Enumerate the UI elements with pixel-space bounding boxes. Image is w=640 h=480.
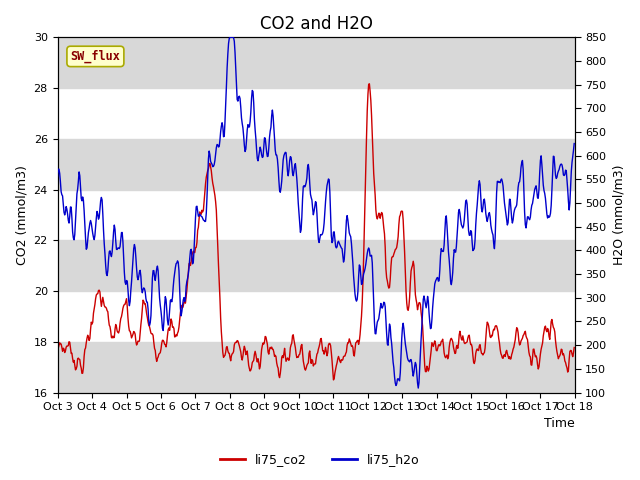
Title: CO2 and H2O: CO2 and H2O — [260, 15, 372, 33]
Bar — [58, 240, 575, 291]
Bar — [58, 37, 575, 88]
Bar — [58, 342, 575, 393]
X-axis label: Time: Time — [544, 418, 575, 431]
Legend: li75_co2, li75_h2o: li75_co2, li75_h2o — [215, 448, 425, 471]
Text: SW_flux: SW_flux — [70, 50, 120, 63]
Y-axis label: CO2 (mmol/m3): CO2 (mmol/m3) — [15, 165, 28, 265]
Bar — [58, 139, 575, 190]
Y-axis label: H2O (mmol/m3): H2O (mmol/m3) — [612, 165, 625, 265]
